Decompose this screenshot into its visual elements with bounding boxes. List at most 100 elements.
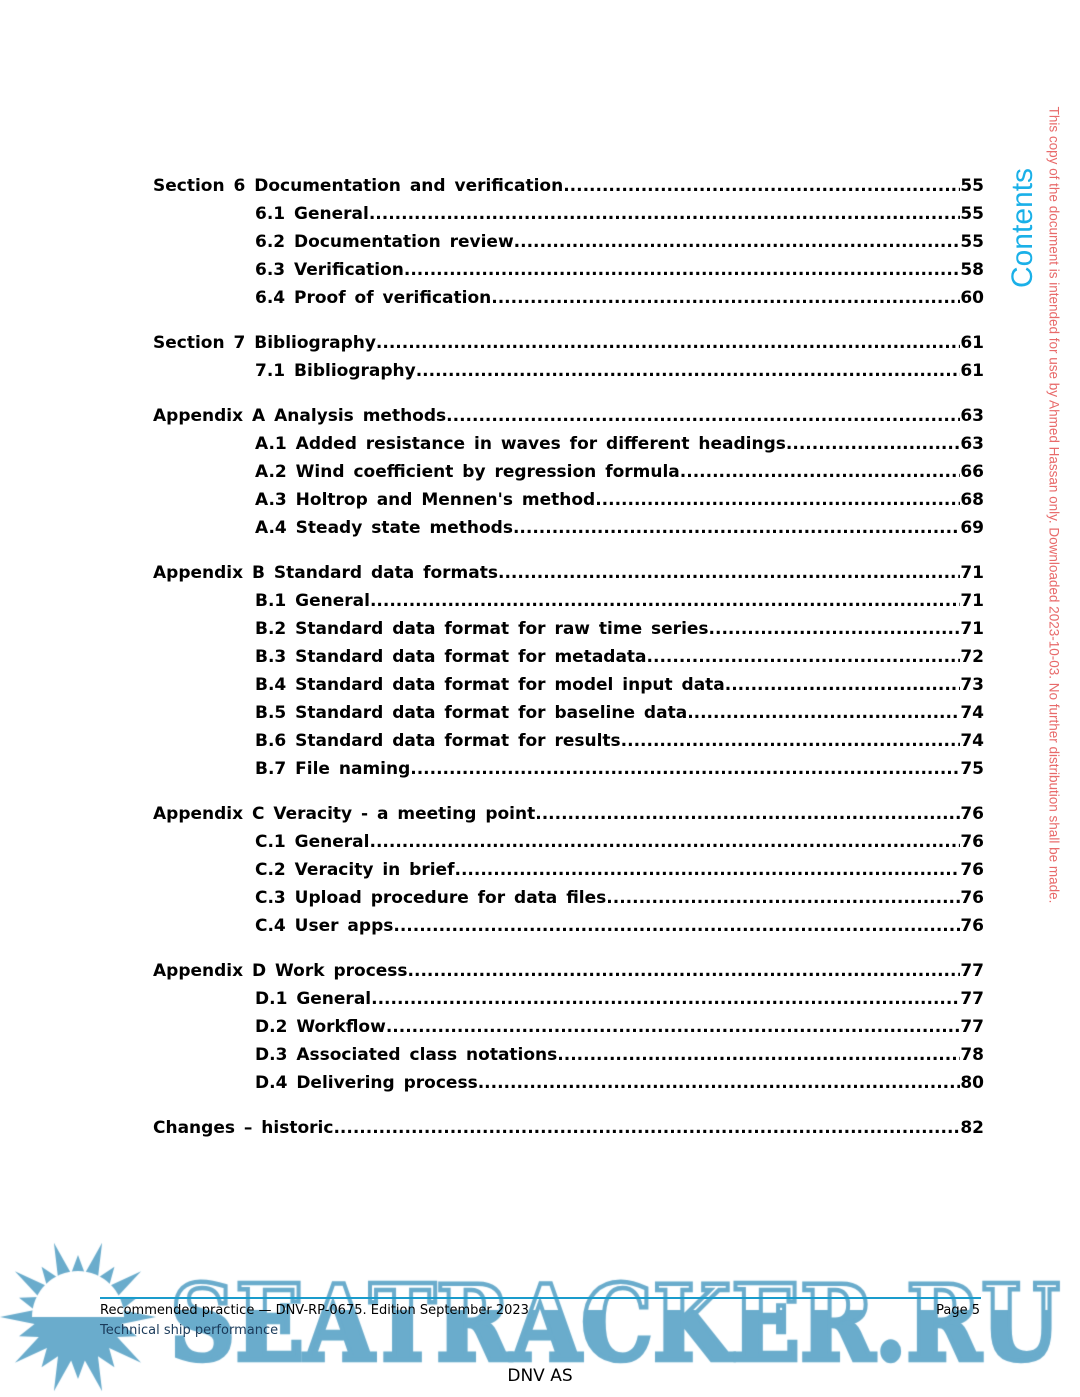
toc-leader-dots [376, 329, 960, 357]
toc-subsection-entry[interactable]: A.1 Added resistance in waves for differ… [153, 430, 984, 458]
toc-page-number: 61 [960, 361, 984, 381]
toc-entry-title: 6.3 Verification [255, 260, 404, 280]
toc-section-entry[interactable]: Section 7 Bibliography 61 [153, 329, 984, 357]
toc-entry-title: D.4 Delivering process [255, 1073, 478, 1093]
toc-subsection-entry[interactable]: B.3 Standard data format for metadata 72 [153, 643, 984, 671]
toc-leader-dots [514, 228, 961, 256]
toc-page-number: 74 [960, 703, 984, 723]
toc-subsection-entry[interactable]: A.4 Steady state methods 69 [153, 514, 984, 542]
toc-page-number: 66 [960, 462, 984, 482]
toc-entry-title: Appendix C Veracity - a meeting point [153, 804, 536, 824]
toc-leader-dots [333, 1114, 960, 1142]
toc-subsection-entry[interactable]: A.3 Holtrop and Mennen's method 68 [153, 486, 984, 514]
toc-page-number: 69 [960, 518, 984, 538]
toc-page-number: 55 [960, 232, 984, 252]
toc-subsection-entry[interactable]: B.6 Standard data format for results 74 [153, 727, 984, 755]
toc-section-entry[interactable]: Appendix A Analysis methods 63 [153, 402, 984, 430]
toc-entry-title: B.5 Standard data format for baseline da… [255, 703, 688, 723]
toc-section-group: Section 7 Bibliography617.1 Bibliography… [153, 329, 984, 385]
toc-entry-title: C.3 Upload procedure for data files [255, 888, 607, 908]
toc-page-number: 61 [960, 333, 984, 353]
toc-entry-title: 6.2 Documentation review [255, 232, 514, 252]
toc-subsection-entry[interactable]: B.7 File naming 75 [153, 755, 984, 783]
toc-page-number: 76 [960, 860, 984, 880]
toc-subsection-entry[interactable]: 6.2 Documentation review 55 [153, 228, 984, 256]
toc-section-entry[interactable]: Appendix B Standard data formats 71 [153, 559, 984, 587]
toc-subsection-entry[interactable]: 6.3 Verification 58 [153, 256, 984, 284]
toc-leader-dots [446, 402, 960, 430]
toc-leader-dots [371, 985, 960, 1013]
toc-leader-dots [725, 671, 961, 699]
footer-divider [100, 1297, 981, 1299]
toc-page-number: 60 [960, 288, 984, 308]
toc-entry-title: B.4 Standard data format for model input… [255, 675, 725, 695]
toc-entry-title: D.1 General [255, 989, 372, 1009]
toc-subsection-entry[interactable]: 6.1 General 55 [153, 200, 984, 228]
toc-subsection-entry[interactable]: C.4 User apps 76 [153, 912, 984, 940]
toc-page-number: 80 [960, 1073, 984, 1093]
toc-subsection-entry[interactable]: 7.1 Bibliography 61 [153, 357, 984, 385]
toc-leader-dots [647, 643, 961, 671]
toc-entry-title: A.1 Added resistance in waves for differ… [255, 434, 786, 454]
toc-entry-title: B.6 Standard data format for results [255, 731, 621, 751]
toc-page-number: 82 [960, 1118, 984, 1138]
toc-entry-title: B.3 Standard data format for metadata [255, 647, 647, 667]
toc-page-number: 73 [960, 675, 984, 695]
toc-entry-title: Appendix B Standard data formats [153, 563, 498, 583]
toc-subsection-entry[interactable]: B.1 General 71 [153, 587, 984, 615]
toc-leader-dots [595, 486, 960, 514]
toc-section-group: Appendix A Analysis methods 63 A.1 Added r… [153, 402, 984, 542]
toc-subsection-entry[interactable]: D.3 Associated class notations 78 [153, 1041, 984, 1069]
toc-leader-dots [680, 458, 961, 486]
toc-entry-title: 6.1 General [255, 204, 369, 224]
toc-page-number: 55 [960, 204, 984, 224]
footer-page-number: Page 5 [936, 1303, 980, 1318]
toc-entry-title: A.4 Steady state methods [255, 518, 513, 538]
footer-document-title: Recommended practice — DNV-RP-0675. Edit… [100, 1303, 529, 1318]
footer-company: DNV AS [507, 1366, 573, 1386]
toc-section-entry[interactable]: Appendix C Veracity - a meeting point 76 [153, 800, 984, 828]
distribution-notice: This copy of the document is intended fo… [1046, 106, 1062, 904]
toc-page-number: 68 [960, 490, 984, 510]
toc-subsection-entry[interactable]: C.1 General 76 [153, 828, 984, 856]
toc-subsection-entry[interactable]: 6.4 Proof of verification 60 [153, 284, 984, 312]
toc-subsection-entry[interactable]: D.1 General 77 [153, 985, 984, 1013]
toc-entry-title: 7.1 Bibliography [255, 361, 416, 381]
toc-page-number: 76 [960, 832, 984, 852]
toc-page-number: 77 [960, 961, 984, 981]
toc-page-number: 77 [960, 989, 984, 1009]
toc-subsection-entry[interactable]: B.5 Standard data format for baseline da… [153, 699, 984, 727]
toc-entry-title: A.3 Holtrop and Mennen's method [255, 490, 596, 510]
toc-entry-title: B.1 General [255, 591, 370, 611]
toc-leader-dots [563, 172, 960, 200]
toc-leader-dots [621, 727, 961, 755]
toc-leader-dots [498, 559, 960, 587]
toc-subsection-entry[interactable]: A.2 Wind coefficient by regression formu… [153, 458, 984, 486]
toc-page-number: 76 [960, 888, 984, 908]
toc-section-group: Section 6 Documentation and verification… [153, 172, 984, 312]
toc-entry-title: Section 6 Documentation and verification [153, 176, 564, 196]
toc-entry-title: Appendix A Analysis methods [153, 406, 447, 426]
table-of-contents: Section 6 Documentation and verification… [153, 172, 984, 1142]
toc-entry-title: C.4 User apps [255, 916, 394, 936]
toc-subsection-entry[interactable]: D.4 Delivering process 80 [153, 1069, 984, 1097]
toc-section-group: Appendix C Veracity - a meeting point76C… [153, 800, 984, 940]
toc-leader-dots [369, 828, 960, 856]
toc-subsection-entry[interactable]: D.2 Workflow 77 [153, 1013, 984, 1041]
toc-section-entry[interactable]: Section 6 Documentation and verification… [153, 172, 984, 200]
toc-leader-dots [410, 755, 960, 783]
contents-heading: Contents [1006, 167, 1039, 289]
toc-section-entry[interactable]: Changes – historic 82 [153, 1114, 984, 1142]
toc-page-number: 74 [960, 731, 984, 751]
toc-subsection-entry[interactable]: B.4 Standard data format for model input… [153, 671, 984, 699]
toc-subsection-entry[interactable]: C.3 Upload procedure for data files 76 [153, 884, 984, 912]
toc-leader-dots [404, 256, 960, 284]
toc-entry-title: C.2 Veracity in brief [255, 860, 455, 880]
toc-subsection-entry[interactable]: C.2 Veracity in brief 76 [153, 856, 984, 884]
toc-leader-dots [416, 357, 961, 385]
toc-leader-dots [393, 912, 960, 940]
toc-leader-dots [513, 514, 960, 542]
toc-subsection-entry[interactable]: B.2 Standard data format for raw time se… [153, 615, 984, 643]
toc-section-group: Appendix B Standard data formats71B.1 Ge… [153, 559, 984, 783]
toc-section-entry[interactable]: Appendix D Work process 77 [153, 957, 984, 985]
